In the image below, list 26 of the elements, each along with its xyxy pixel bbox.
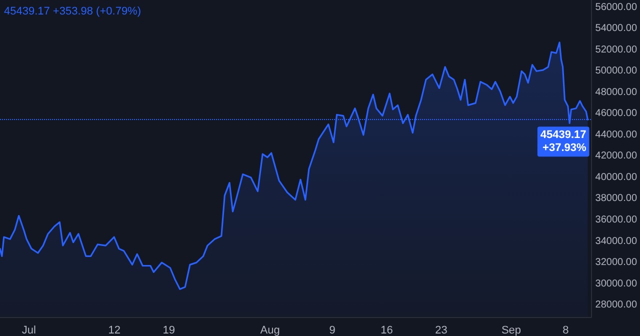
ref-line-label: 45439.17 +37.93% bbox=[540, 129, 587, 154]
y-tick-label: 28000.00 bbox=[595, 300, 638, 311]
x-tick-label: 19 bbox=[162, 324, 176, 336]
y-tick-label: 34000.00 bbox=[595, 236, 638, 247]
y-tick-label: 50000.00 bbox=[595, 66, 638, 77]
x-tick-label: Sep bbox=[501, 324, 522, 336]
x-tick-label: 16 bbox=[380, 324, 393, 336]
y-tick-label: 48000.00 bbox=[595, 86, 638, 98]
y-tick-label: 56000.00 bbox=[595, 2, 638, 13]
y-tick-label: 52000.00 bbox=[595, 44, 638, 56]
x-tick-label: Jul bbox=[22, 324, 36, 336]
y-tick-label: 40000.00 bbox=[595, 172, 638, 183]
y-tick-label: 30000.00 bbox=[595, 278, 638, 290]
y-tick-label: 32000.00 bbox=[595, 257, 638, 268]
y-tick-label: 44000.00 bbox=[595, 129, 638, 140]
y-tick-label: 38000.00 bbox=[595, 193, 638, 204]
x-tick-label: Aug bbox=[260, 324, 280, 336]
annotation: 45439.17 +353.98 (+0.79%) bbox=[4, 6, 142, 18]
x-tick-label: 9 bbox=[329, 324, 336, 336]
x-tick-label: 8 bbox=[562, 324, 569, 336]
y-tick-label: 46000.00 bbox=[595, 108, 638, 120]
y-tick-label: 36000.00 bbox=[595, 214, 638, 226]
y-tick-label: 42000.00 bbox=[595, 150, 638, 162]
x-tick-label: 12 bbox=[108, 324, 121, 336]
y-tick-label: 54000.00 bbox=[595, 23, 638, 34]
x-tick-label: 23 bbox=[435, 324, 448, 336]
